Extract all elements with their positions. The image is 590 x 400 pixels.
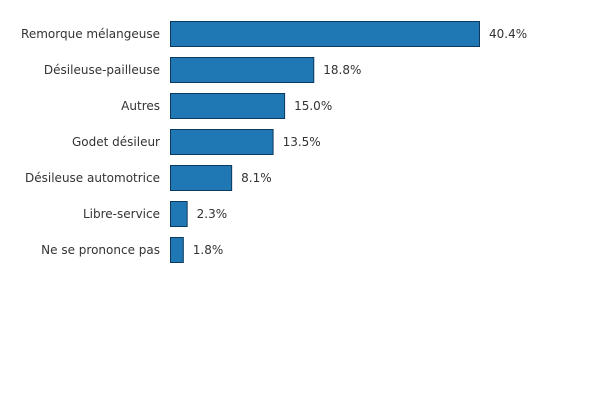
category-label: Autres (121, 99, 160, 113)
category-label: Godet désileur (72, 135, 160, 149)
bar (170, 165, 233, 191)
bar (170, 21, 480, 47)
category-label: Remorque mélangeuse (21, 27, 160, 41)
data-label: 13.5% (283, 135, 321, 149)
bar (170, 129, 274, 155)
bar (170, 57, 315, 83)
category-label: Ne se prononce pas (41, 243, 160, 257)
category-label: Libre-service (83, 207, 160, 221)
category-label: Désileuse-pailleuse (44, 63, 160, 77)
data-label: 1.8% (193, 243, 224, 257)
data-label: 40.4% (489, 27, 527, 41)
data-label: 2.3% (197, 207, 228, 221)
data-label: 8.1% (241, 171, 272, 185)
bar (170, 93, 286, 119)
category-label: Désileuse automotrice (25, 171, 160, 185)
data-label: 15.0% (294, 99, 332, 113)
data-label: 18.8% (323, 63, 361, 77)
bar (170, 237, 184, 263)
bar (170, 201, 188, 227)
